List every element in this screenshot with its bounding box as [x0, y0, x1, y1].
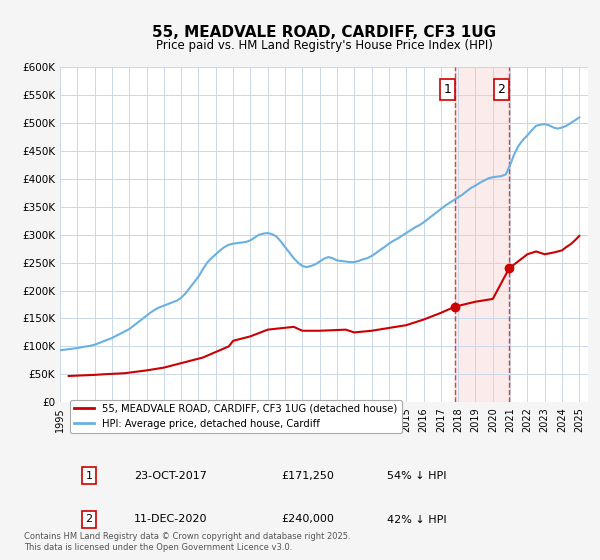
- Bar: [455, 67, 509, 402]
- Text: 54% ↓ HPI: 54% ↓ HPI: [388, 470, 447, 480]
- Text: 42% ↓ HPI: 42% ↓ HPI: [388, 515, 447, 525]
- Text: 23-OCT-2017: 23-OCT-2017: [134, 470, 207, 480]
- Text: £171,250: £171,250: [282, 470, 335, 480]
- Text: 2: 2: [497, 83, 505, 96]
- Text: Price paid vs. HM Land Registry's House Price Index (HPI): Price paid vs. HM Land Registry's House …: [155, 39, 493, 52]
- Text: £240,000: £240,000: [282, 515, 335, 525]
- Text: 11-DEC-2020: 11-DEC-2020: [134, 515, 208, 525]
- Text: 1: 1: [444, 83, 452, 96]
- Text: Contains HM Land Registry data © Crown copyright and database right 2025.
This d: Contains HM Land Registry data © Crown c…: [24, 532, 350, 552]
- Legend: 55, MEADVALE ROAD, CARDIFF, CF3 1UG (detached house), HPI: Average price, detach: 55, MEADVALE ROAD, CARDIFF, CF3 1UG (det…: [70, 400, 401, 433]
- Text: 1: 1: [86, 470, 92, 480]
- Text: 2: 2: [85, 515, 92, 525]
- Text: 55, MEADVALE ROAD, CARDIFF, CF3 1UG: 55, MEADVALE ROAD, CARDIFF, CF3 1UG: [152, 25, 496, 40]
